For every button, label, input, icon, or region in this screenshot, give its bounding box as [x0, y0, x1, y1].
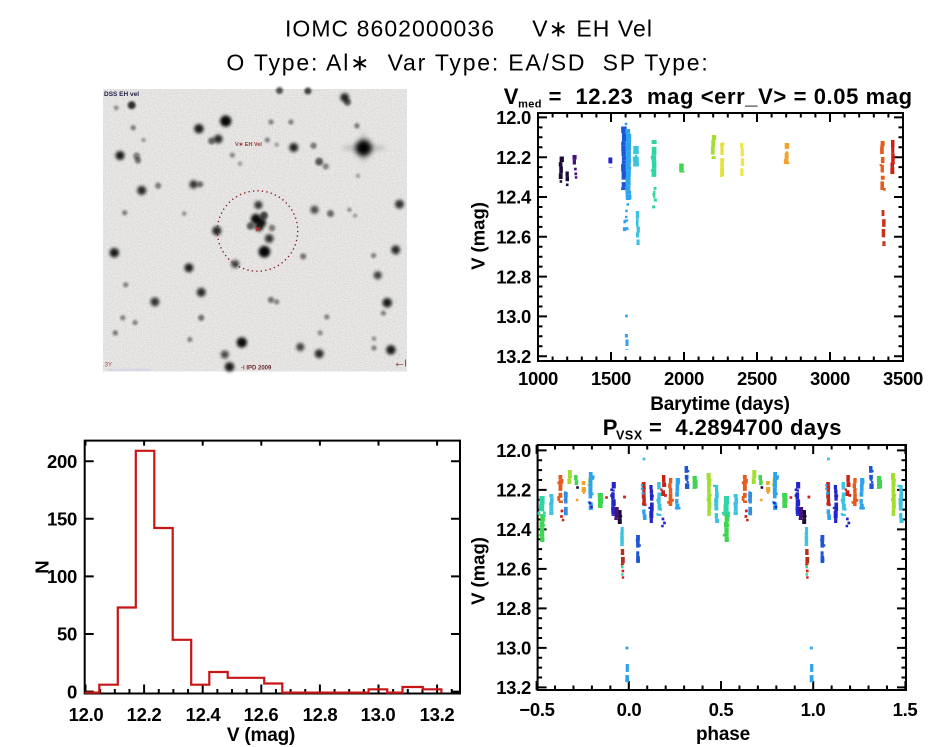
- svg-text:50: 50: [57, 624, 77, 645]
- svg-text:2000: 2000: [664, 368, 704, 389]
- svg-text:= 4.2894700 days: = 4.2894700 days: [649, 415, 842, 440]
- svg-text:13.0: 13.0: [496, 638, 531, 659]
- svg-text:phase: phase: [696, 724, 750, 745]
- svg-text:2500: 2500: [737, 368, 777, 389]
- svg-text:150: 150: [47, 509, 77, 530]
- svg-text:12.6: 12.6: [244, 704, 279, 725]
- svg-text:−0.5: −0.5: [519, 699, 554, 720]
- svg-text:1.0: 1.0: [801, 699, 826, 720]
- svg-text:12.2: 12.2: [496, 480, 531, 501]
- svg-text:200: 200: [47, 451, 77, 472]
- svg-text:13.0: 13.0: [496, 306, 531, 327]
- svg-text:V: V: [504, 84, 519, 109]
- svg-text:Barytime (days): Barytime (days): [650, 394, 790, 415]
- svg-text:V (mag): V (mag): [468, 202, 489, 270]
- svg-text:12.0: 12.0: [496, 440, 531, 461]
- svg-text:IOMC 8602000036 V∗ EH Vel: IOMC 8602000036 V∗ EH Vel: [285, 16, 653, 42]
- svg-text:.3Y: .3Y: [103, 363, 112, 369]
- svg-text:1500: 1500: [591, 368, 631, 389]
- svg-text:DSS EH vel: DSS EH vel: [104, 91, 139, 98]
- svg-text:0.0: 0.0: [617, 699, 642, 720]
- svg-text:12.0: 12.0: [496, 107, 531, 128]
- svg-text:13.0: 13.0: [361, 704, 396, 725]
- svg-text:0.5: 0.5: [709, 699, 734, 720]
- svg-text:= 12.23 mag <err_V> = 0.05 m: = 12.23 mag <err_V> = 0.05 mag: [549, 84, 913, 109]
- svg-text:N: N: [32, 560, 53, 573]
- svg-text:3500: 3500: [883, 368, 923, 389]
- svg-text:12.4: 12.4: [496, 519, 532, 540]
- svg-text:12.8: 12.8: [496, 598, 531, 619]
- svg-text:12.2: 12.2: [127, 704, 162, 725]
- svg-text:100: 100: [47, 566, 77, 587]
- svg-text:1.5: 1.5: [893, 699, 918, 720]
- svg-text:V (mag): V (mag): [468, 537, 489, 605]
- svg-text:med: med: [518, 99, 542, 111]
- svg-text:V∗ EH Vel: V∗ EH Vel: [235, 142, 262, 148]
- svg-text:12.0: 12.0: [69, 704, 104, 725]
- svg-text:3000: 3000: [810, 368, 850, 389]
- svg-text:12.8: 12.8: [496, 266, 531, 287]
- svg-text:O Type: Al∗ Var Type: EA/SD: O Type: Al∗ Var Type: EA/SD SP Type:: [226, 50, 709, 76]
- svg-text:12.6: 12.6: [496, 559, 531, 580]
- svg-text:13.2: 13.2: [420, 704, 455, 725]
- svg-text:0: 0: [67, 681, 77, 702]
- svg-text:V (mag): V (mag): [227, 725, 295, 746]
- svg-text:13.2: 13.2: [496, 677, 531, 698]
- svg-text:1000: 1000: [518, 368, 558, 389]
- svg-text:P: P: [603, 415, 618, 440]
- svg-text:12.8: 12.8: [303, 704, 338, 725]
- svg-text:VSX: VSX: [616, 429, 643, 443]
- svg-text:12.6: 12.6: [496, 227, 531, 248]
- svg-text:12.2: 12.2: [496, 147, 531, 168]
- svg-text:12.4: 12.4: [496, 187, 532, 208]
- svg-text:·i IPD 2009: ·i IPD 2009: [241, 366, 272, 372]
- svg-text:.´: .´: [397, 355, 400, 361]
- svg-text:12.4: 12.4: [186, 704, 222, 725]
- svg-text:13.2: 13.2: [496, 346, 531, 367]
